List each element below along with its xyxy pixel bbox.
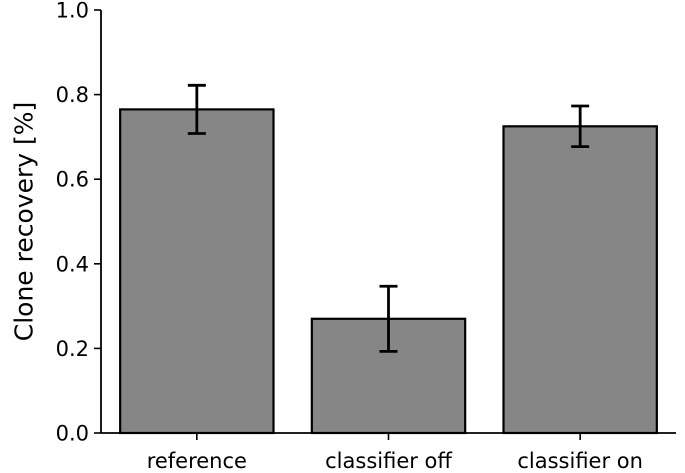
x-ticks-layer: reference classifier off classifier on: [147, 433, 643, 473]
bars-layer: [119, 108, 658, 435]
y-tick-label-2: 0.4: [56, 252, 89, 276]
x-tick-label-1: classifier off: [325, 449, 452, 473]
x-tick-label-0: reference: [147, 449, 247, 473]
bar-2: [502, 125, 658, 435]
y-tick-label-0: 0.0: [56, 422, 89, 446]
y-tick-label-3: 0.6: [56, 168, 89, 192]
y-tick-label-4: 0.8: [56, 83, 89, 107]
error-bars-layer: [187, 83, 590, 353]
error-bar-2: [571, 104, 590, 149]
y-tick-label-5: 1.0: [56, 0, 89, 23]
x-tick-label-2: classifier on: [517, 449, 643, 473]
error-bar-1: [379, 284, 398, 353]
y-axis-label: Clone recovery [%]: [10, 102, 39, 341]
error-bar-0: [187, 83, 206, 135]
bar-0: [119, 108, 275, 435]
y-ticks-layer: 0.0 0.2 0.4 0.6 0.8 1.0: [56, 0, 101, 446]
y-tick-label-1: 0.2: [56, 337, 89, 361]
